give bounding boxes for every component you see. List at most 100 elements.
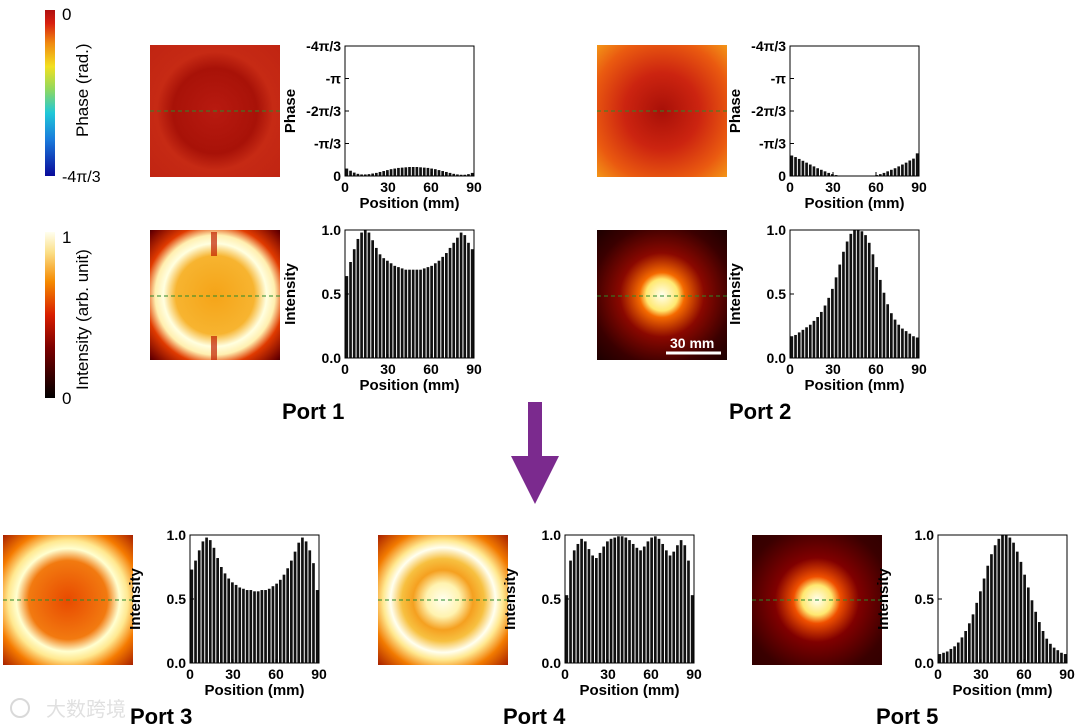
y-tick-label: 0.5: [767, 286, 787, 302]
bar: [356, 238, 360, 358]
bar: [812, 166, 816, 176]
bar: [945, 651, 949, 663]
bar: [609, 538, 613, 663]
bar: [901, 164, 904, 176]
bar: [1004, 535, 1008, 663]
bar: [975, 602, 979, 663]
bar: [445, 253, 448, 358]
bar: [400, 268, 404, 358]
y-tick-label: 0.5: [915, 591, 935, 607]
port5-intensity-map: [752, 535, 882, 665]
bar: [871, 254, 875, 358]
bar: [893, 168, 897, 176]
bar: [260, 590, 264, 663]
bar: [301, 537, 304, 663]
bar: [245, 590, 249, 663]
y-axis-label: Intensity: [727, 263, 744, 325]
bar: [304, 541, 308, 663]
plot-frame: [344, 45, 475, 177]
bar: [823, 305, 827, 358]
bar: [908, 333, 912, 358]
bar: [430, 168, 433, 176]
bar: [938, 654, 942, 663]
bar: [389, 263, 393, 358]
x-tick-label: 60: [868, 361, 884, 377]
bar: [404, 269, 408, 358]
bar: [642, 546, 646, 663]
intensity-colorbar-gradient: [45, 232, 55, 398]
bar: [801, 160, 805, 176]
bar: [915, 153, 919, 176]
port5-label: Port 5: [876, 704, 938, 728]
bar: [470, 249, 474, 358]
y-axis-label: Phase: [727, 89, 744, 133]
bar: [617, 536, 620, 663]
y-tick-label: -2π/3: [306, 103, 341, 119]
bar: [797, 332, 801, 358]
bar: [290, 560, 293, 663]
y-tick-label: -2π/3: [751, 103, 786, 119]
bar: [572, 550, 576, 663]
y-tick-label: 1.0: [322, 222, 342, 238]
bar: [1023, 574, 1026, 663]
bar: [1052, 647, 1056, 663]
bar: [790, 336, 794, 358]
port3-label: Port 3: [130, 704, 192, 728]
y-tick-label: 0.5: [167, 591, 187, 607]
x-tick-label: 60: [1016, 666, 1032, 682]
bar: [819, 169, 823, 176]
bar: [878, 279, 882, 358]
port1-intensity-map: [150, 230, 280, 360]
bar: [422, 268, 426, 358]
bar: [374, 172, 378, 176]
y-tick-label: 1.0: [915, 527, 935, 543]
bar: [797, 158, 801, 176]
y-axis-label: Intensity: [502, 568, 519, 630]
bar: [363, 230, 367, 358]
bar: [349, 262, 352, 358]
bar: [683, 545, 687, 663]
port4-label: Port 4: [503, 704, 566, 728]
bar: [993, 545, 997, 663]
x-tick-label: 0: [186, 666, 194, 682]
bar: [1015, 551, 1019, 663]
bar: [367, 232, 371, 358]
bar: [864, 235, 867, 358]
x-tick-label: 0: [934, 666, 942, 682]
bar: [915, 337, 919, 358]
bar: [1008, 537, 1012, 663]
bar: [953, 646, 956, 663]
bar: [613, 537, 617, 663]
y-tick-label: 0.0: [767, 350, 787, 366]
bar: [908, 160, 912, 176]
bar: [901, 328, 904, 358]
y-tick-label: 1.0: [767, 222, 787, 238]
x-tick-label: 90: [466, 361, 482, 377]
watermark-logo-icon: [10, 698, 30, 718]
x-tick-label: 0: [786, 361, 794, 377]
bar: [452, 242, 456, 358]
bar: [433, 169, 437, 176]
y-tick-label: 0: [778, 168, 786, 184]
bar: [580, 538, 583, 663]
bar: [602, 546, 606, 663]
y-tick-label: -4π/3: [751, 38, 786, 54]
y-tick-label: 1.0: [542, 527, 562, 543]
bar: [345, 276, 349, 358]
port4-intensity-map: [378, 535, 508, 665]
bar: [408, 167, 411, 176]
bar: [587, 549, 591, 663]
bar: [576, 543, 580, 663]
bar: [620, 536, 624, 663]
port2-intensity-chart: 0.0 0.5 1.0 0 30 60 90 Position (mm) Intensity: [727, 222, 927, 394]
y-tick-label: 0.0: [542, 655, 562, 671]
y-tick-label: -π/3: [759, 136, 786, 152]
x-tick-label: 60: [268, 666, 284, 682]
y-tick-label: 0: [333, 168, 341, 184]
bar: [378, 171, 382, 176]
bar: [819, 311, 823, 358]
bar: [960, 637, 964, 663]
bar: [386, 260, 389, 358]
bar: [812, 320, 816, 358]
